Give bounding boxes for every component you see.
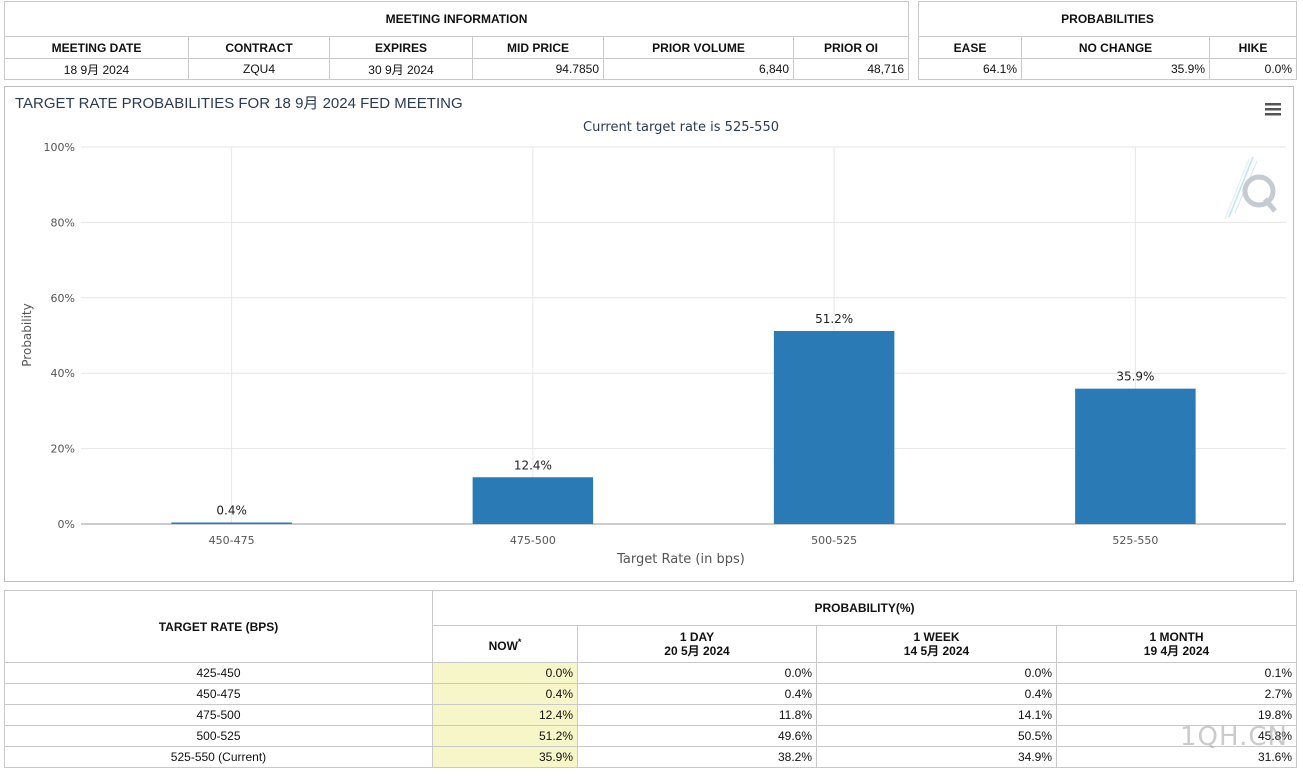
probabilities-title: PROBABILITIES [918,1,1297,37]
no-change-value: 35.9% [1021,58,1210,80]
y-axis-title: Probability [20,303,34,366]
col-prior-oi: PRIOR OI [792,36,910,59]
x-axis-ticks: 450-475 475-500 500-525 525-550 [209,534,1159,547]
col-1-month-label: 1 MONTH [1149,630,1204,644]
data-label: 12.4% [514,458,552,472]
y-tick-label: 80% [51,216,75,229]
chart-subtitle: Current target rate is 525-550 [583,120,779,135]
table-row: 450-475 0.4% 0.4% 0.4% 2.7% [4,683,1297,705]
y-tick-label: 40% [51,367,75,380]
hamburger-menu-icon[interactable] [1265,103,1281,116]
week-cell: 50.5% [816,725,1057,747]
col-now-label: NOW [488,639,518,653]
y-tick-label: 20% [51,443,75,456]
week-cell: 0.0% [816,662,1057,684]
col-1-week-date: 14 5月 2024 [903,644,970,658]
y-tick-label: 60% [51,292,75,305]
col-mid-price: MID PRICE [472,36,604,59]
table-row: 500-525 51.2% 49.6% 50.5% 45.8% [4,725,1297,747]
probability-header: PROBABILITY(%) [432,590,1297,626]
rate-cell: 425-450 [4,662,433,684]
week-cell: 34.9% [816,746,1057,768]
col-now-asterisk: * [517,637,522,647]
target-rate-probability-table: TARGET RATE (BPS) PROBABILITY(%) NOW* 1 … [4,590,1297,768]
now-cell: 51.2% [432,725,578,747]
month-cell: 31.6% [1056,746,1297,768]
col-1-month-date: 19 4月 2024 [1143,644,1210,658]
meeting-date-value: 18 9月 2024 [4,58,189,80]
x-tick-label: 475-500 [510,534,556,547]
now-cell: 0.0% [432,662,578,684]
meeting-information-title: MEETING INFORMATION [3,1,910,37]
week-cell: 0.4% [816,683,1057,705]
y-tick-label: 100% [44,141,75,154]
day-cell: 38.2% [577,746,817,768]
probabilities-table: PROBABILITIES EASE NO CHANGE HIKE 64.1% … [918,1,1297,80]
table-row: 475-500 12.4% 11.8% 14.1% 19.8% [4,704,1297,726]
x-tick-label: 525-550 [1112,534,1158,547]
col-1-month: 1 MONTH 19 4月 2024 [1056,625,1297,663]
col-meeting-date: MEETING DATE [4,36,189,59]
meeting-information-table: MEETING INFORMATION MEETING DATE CONTRAC… [3,1,910,80]
hike-value: 0.0% [1209,58,1297,80]
bar-525-550 [1075,388,1196,524]
day-cell: 0.0% [577,662,817,684]
bar-450-475 [171,522,292,524]
prior-volume-value: 6,840 [603,58,794,80]
day-cell: 11.8% [577,704,817,726]
col-1-day-label: 1 DAY [679,630,715,644]
rate-cell: 450-475 [4,683,433,705]
col-hike: HIKE [1209,36,1297,59]
month-cell: 2.7% [1056,683,1297,705]
month-cell: 0.1% [1056,662,1297,684]
y-tick-label: 0% [58,518,75,531]
expires-value: 30 9月 2024 [329,58,473,80]
data-label: 51.2% [815,312,853,326]
bar-500-525 [773,330,895,524]
bars [171,330,1196,524]
watermark: 1QH.CN [1180,722,1288,752]
bar-475-500 [472,477,594,524]
col-1-day: 1 DAY 20 5月 2024 [577,625,817,663]
rate-cell: 525-550 (Current) [4,746,433,768]
chart-title: TARGET RATE PROBABILITIES FOR 18 9月 2024… [15,95,463,112]
data-labels: 0.4% 12.4% 51.2% 35.9% [216,312,1154,518]
chart-panel: TARGET RATE PROBABILITIES FOR 18 9月 2024… [4,86,1294,582]
col-1-week: 1 WEEK 14 5月 2024 [816,625,1057,663]
col-1-day-date: 20 5月 2024 [664,644,730,658]
mid-price-value: 94.7850 [472,58,604,80]
col-prior-volume: PRIOR VOLUME [603,36,794,59]
data-label: 35.9% [1116,370,1154,384]
probability-bar-chart: TARGET RATE PROBABILITIES FOR 18 9月 2024… [15,95,1286,567]
cme-q-logo-icon [1224,156,1277,220]
y-axis-ticks: 0% 20% 40% 60% 80% 100% [44,141,75,531]
week-cell: 14.1% [816,704,1057,726]
day-cell: 49.6% [577,725,817,747]
now-cell: 35.9% [432,746,578,768]
x-tick-label: 450-475 [209,534,255,547]
col-1-week-label: 1 WEEK [913,630,960,644]
x-tick-label: 500-525 [811,534,857,547]
data-label: 0.4% [216,503,247,517]
rate-cell: 500-525 [4,725,433,747]
col-now: NOW* [432,625,578,663]
table-row: 425-450 0.0% 0.0% 0.0% 0.1% [4,662,1297,684]
ease-value: 64.1% [918,58,1022,80]
rate-cell: 475-500 [4,704,433,726]
contract-value: ZQU4 [188,58,330,80]
target-rate-header: TARGET RATE (BPS) [4,590,433,663]
now-cell: 12.4% [432,704,578,726]
now-cell: 0.4% [432,683,578,705]
col-no-change: NO CHANGE [1021,36,1210,59]
table-row: 525-550 (Current) 35.9% 38.2% 34.9% 31.6… [4,746,1297,768]
col-ease: EASE [918,36,1022,59]
day-cell: 0.4% [577,683,817,705]
x-axis-title: Target Rate (in bps) [616,552,745,567]
prior-oi-value: 48,716 [792,58,910,80]
col-contract: CONTRACT [188,36,330,59]
col-expires: EXPIRES [329,36,473,59]
